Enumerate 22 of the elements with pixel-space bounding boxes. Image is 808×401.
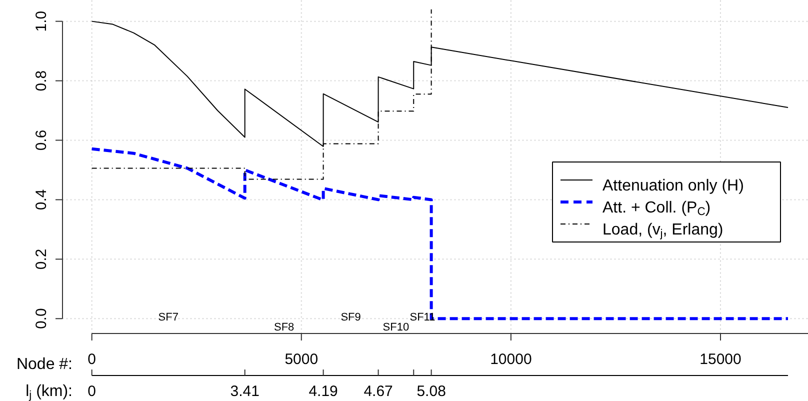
legend-label: Attenuation only (H) [602, 178, 744, 194]
annotation: 4.67 [364, 383, 393, 400]
annotation: 5.08 [416, 383, 446, 400]
annotation: SF7 [158, 312, 178, 324]
y-tick-label: 0.8 [33, 70, 50, 92]
line-series [90, 147, 790, 320]
annotation: 3.41 [230, 383, 260, 400]
x-tick-label: 15000 [700, 351, 742, 368]
x-tick-label: 10000 [490, 351, 532, 368]
x-tick-label: 0 [88, 351, 96, 368]
x-tick-label: 5000 [284, 351, 318, 368]
annotation: 4.19 [308, 383, 338, 400]
y-tick-label: 1.0 [33, 10, 50, 32]
annotation: SF9 [340, 312, 361, 324]
x-axis-title: Node #: [16, 356, 73, 373]
annotation: SF8 [274, 322, 294, 334]
annotation: 0 [88, 383, 96, 400]
y-tick-label: 0.4 [33, 189, 50, 210]
y-tick-label: 0.6 [33, 130, 50, 151]
y-tick-label: 0.2 [33, 248, 50, 270]
y-tick-label: 0.0 [33, 308, 50, 330]
annotation: SF10 [382, 322, 410, 334]
